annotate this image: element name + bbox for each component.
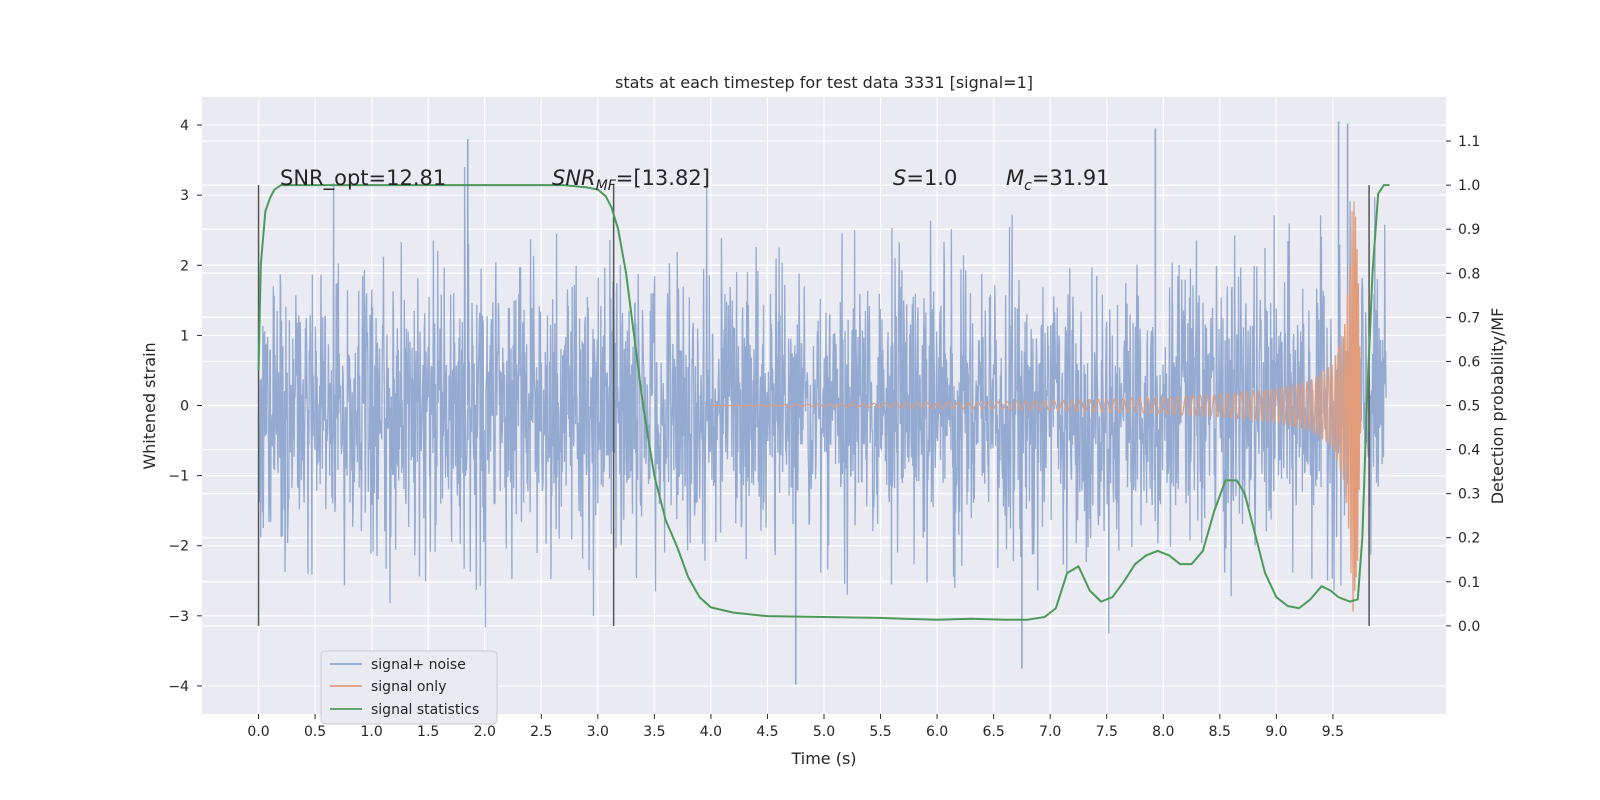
annotation-snr-mf-subscript: MF [596,178,617,194]
y-tick-label: 0 [180,399,189,415]
annotations: SNR_opt=12.81 SNRMF=[13.82] S=1.0 Mc=31.… [280,166,1110,194]
vertical-markers [257,185,1370,626]
x-tick-label: 3.5 [643,724,665,740]
x-tick-label: 5.0 [813,724,835,740]
annotation-snr-opt: SNR_opt=12.81 [280,166,446,191]
x-tick-label: 7.0 [1039,724,1061,740]
x-tick-label: 8.0 [1152,724,1174,740]
signal-only-line [710,201,1362,612]
y2-tick-label: 0.8 [1458,266,1480,282]
annotation-snr-mf-symbol: SNR [552,166,596,190]
y2-tick-label: 0.2 [1458,531,1480,547]
series-signal-statistics [257,184,1390,621]
y2-tick-label: 0.9 [1458,222,1480,238]
legend-label-signal-noise: signal+ noise [371,657,466,673]
y2-tick-label: 0.4 [1458,443,1480,459]
y2-axis-label: Detection probability/MF [1488,308,1507,505]
x-tick-label: 1.0 [361,724,383,740]
series-signal-noise [257,121,1387,685]
chart-title: stats at each timestep for test data 333… [615,73,1033,92]
x-tick-label: 0.5 [304,724,326,740]
x-axis-ticks: 0.0 0.5 1.0 1.5 2.0 2.5 3.0 3.5 4.0 4.5 5.0 5.5 6.0 6… [247,714,1344,740]
y-tick-label: −1 [168,469,189,485]
y2-tick-label: 1.0 [1458,178,1480,194]
x-tick-label: 1.5 [417,724,439,740]
x-tick-label: 0.0 [247,724,269,740]
x-tick-label: 6.0 [926,724,948,740]
x-tick-label: 2.5 [530,724,552,740]
y2-tick-label: 0.1 [1458,575,1480,591]
x-tick-label: 5.5 [869,724,891,740]
x-tick-label: 4.0 [700,724,722,740]
y2-tick-label: 1.1 [1458,134,1480,150]
x-tick-label: 7.5 [1096,724,1118,740]
y-tick-label: 2 [180,258,189,274]
annotation-snr-mf: SNRMF=[13.82] [552,166,710,194]
y-tick-label: −2 [168,539,189,555]
signal-noise-line [257,167,1387,634]
x-tick-label: 6.5 [983,724,1005,740]
y-tick-label: 4 [180,118,189,134]
annotation-mc-subscript: c [1024,178,1032,194]
y-tick-label: 1 [180,328,189,344]
x-tick-label: 2.0 [474,724,496,740]
y-tick-label: −3 [168,609,189,625]
y-axis-label: Whitened strain [140,342,159,469]
annotation-s-value: =1.0 [906,166,957,190]
y2-tick-label: 0.3 [1458,487,1480,503]
y2-axis-ticks: 1.1 1.0 0.9 0.8 0.7 0.6 0.5 0.4 0.3 0.2 0.1 0.0 [1446,134,1480,635]
y2-tick-label: 0.5 [1458,399,1480,415]
y2-tick-label: 0.6 [1458,354,1480,370]
annotation-mc-value: =31.91 [1032,166,1110,190]
annotation-s: S=1.0 [893,166,957,190]
x-tick-label: 3.0 [587,724,609,740]
y-tick-label: 3 [180,188,189,204]
signal-statistics-line [257,184,1390,621]
x-tick-label: 9.5 [1322,724,1344,740]
y2-tick-label: 0.7 [1458,310,1480,326]
y2-tick-label: 0.0 [1458,619,1480,635]
y-tick-label: −4 [168,679,189,695]
legend-label-signal-only: signal only [371,679,446,695]
legend-box [320,650,498,725]
annotation-snr-mf-value: =[13.82] [616,166,710,190]
legend: signal+ noise signal only signal statist… [320,650,498,725]
x-tick-label: 8.5 [1209,724,1231,740]
x-tick-label: 4.5 [756,724,778,740]
legend-label-signal-statistics: signal statistics [371,702,479,718]
y-axis-ticks: 4 3 2 1 0 −1 −2 −3 −4 [168,118,202,695]
x-axis-label: Time (s) [790,749,856,768]
x-tick-label: 9.0 [1265,724,1287,740]
annotation-s-symbol: S [893,166,906,190]
annotation-mc: Mc=31.91 [1006,166,1110,194]
series-signal-only [710,201,1362,612]
annotation-mc-symbol: M [1006,166,1024,190]
